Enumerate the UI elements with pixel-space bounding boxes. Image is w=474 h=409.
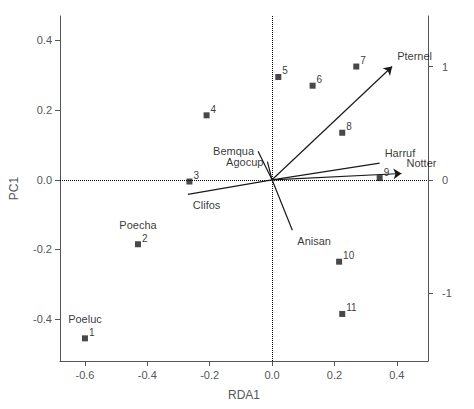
svg-text:-0.6: -0.6 xyxy=(75,369,94,381)
svg-text:Agocup: Agocup xyxy=(226,156,263,168)
svg-text:-1: -1 xyxy=(442,287,452,299)
svg-text:0: 0 xyxy=(442,174,448,186)
svg-text:1: 1 xyxy=(442,61,448,73)
svg-text:7: 7 xyxy=(360,55,366,66)
svg-text:5: 5 xyxy=(282,65,288,76)
svg-text:Bemqua: Bemqua xyxy=(213,145,254,158)
svg-text:-0.4: -0.4 xyxy=(33,313,52,325)
svg-text:8: 8 xyxy=(346,121,352,132)
svg-text:0.4: 0.4 xyxy=(389,369,404,381)
svg-text:0.0: 0.0 xyxy=(264,369,279,381)
svg-text:0.2: 0.2 xyxy=(37,104,52,116)
svg-text:10: 10 xyxy=(343,250,355,261)
svg-text:1: 1 xyxy=(89,327,95,338)
svg-text:2: 2 xyxy=(142,233,148,244)
svg-text:Notter: Notter xyxy=(406,157,436,169)
svg-text:Pternel: Pternel xyxy=(397,50,432,62)
svg-text:9: 9 xyxy=(384,167,390,178)
svg-text:Poeluc: Poeluc xyxy=(68,313,102,325)
svg-text:RDA1: RDA1 xyxy=(228,388,260,402)
svg-text:0.4: 0.4 xyxy=(37,34,52,46)
svg-text:Harruf: Harruf xyxy=(384,146,416,159)
svg-text:Anisan: Anisan xyxy=(297,235,331,247)
svg-text:-0.2: -0.2 xyxy=(200,369,219,381)
svg-text:11: 11 xyxy=(346,302,357,313)
svg-text:4: 4 xyxy=(211,104,217,115)
svg-text:-0.2: -0.2 xyxy=(33,243,52,255)
svg-text:PC1: PC1 xyxy=(7,177,21,201)
svg-text:-0.4: -0.4 xyxy=(138,369,157,381)
svg-text:0.2: 0.2 xyxy=(327,369,342,381)
svg-text:6: 6 xyxy=(317,74,323,85)
svg-text:3: 3 xyxy=(193,170,199,181)
svg-text:0.0: 0.0 xyxy=(37,174,52,186)
svg-text:Clifos: Clifos xyxy=(193,199,221,211)
svg-text:Poecha: Poecha xyxy=(119,219,157,231)
